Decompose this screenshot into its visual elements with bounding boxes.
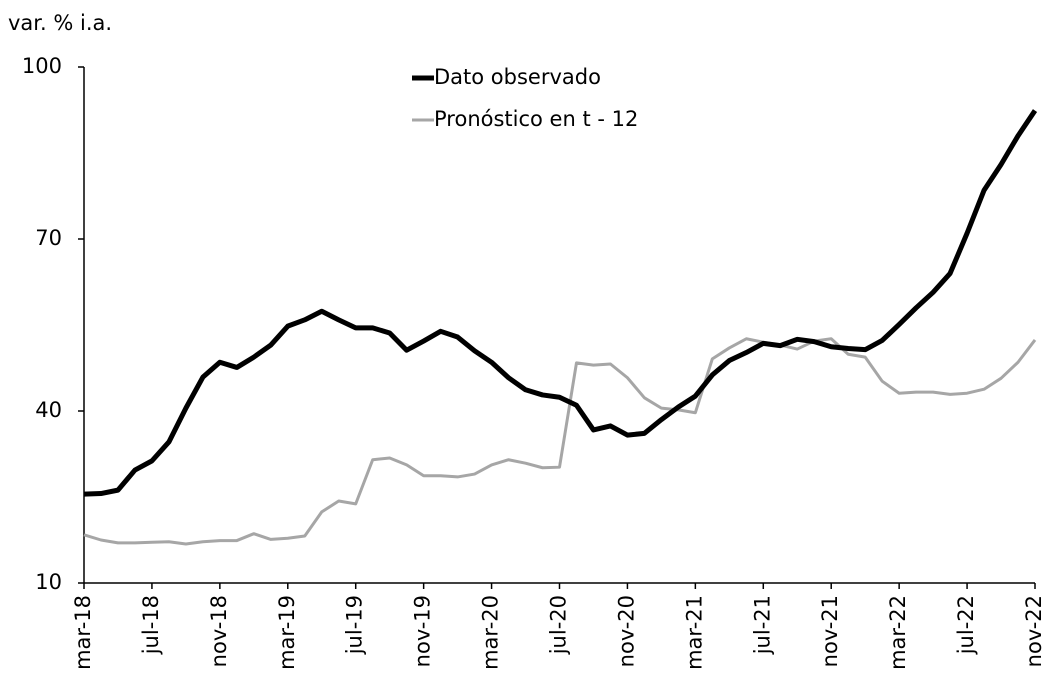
- y-tick-label: 40: [35, 398, 62, 422]
- x-tick-label: mar-20: [479, 595, 503, 670]
- x-tick-label: nov-21: [818, 595, 842, 667]
- y-tick-label: 10: [35, 570, 62, 594]
- x-tick-label: jul-21: [750, 595, 774, 655]
- x-tick-label: mar-18: [71, 595, 95, 670]
- x-tick-label: mar-21: [682, 595, 706, 670]
- x-tick-label: mar-19: [275, 595, 299, 670]
- y-tick-label: 70: [35, 226, 62, 250]
- y-tick-label: 100: [22, 54, 62, 78]
- legend-label: Pronóstico en t - 12: [434, 107, 638, 131]
- x-tick-label: jul-18: [139, 595, 163, 655]
- x-tick-label: mar-22: [886, 595, 910, 670]
- data-line: [83, 109, 1038, 497]
- legend-label: Dato observado: [434, 65, 601, 89]
- x-tick-label: nov-19: [411, 595, 435, 667]
- x-tick-label: nov-18: [207, 595, 231, 667]
- x-tick-label: jul-22: [954, 595, 978, 655]
- y-axis-label: var. % i.a.: [8, 11, 112, 35]
- x-tick-label: nov-22: [1022, 595, 1046, 667]
- x-tick-label: jul-20: [547, 595, 571, 655]
- data-line: [83, 337, 1037, 546]
- x-tick-label: nov-20: [614, 595, 638, 667]
- x-tick-label: jul-19: [343, 595, 367, 655]
